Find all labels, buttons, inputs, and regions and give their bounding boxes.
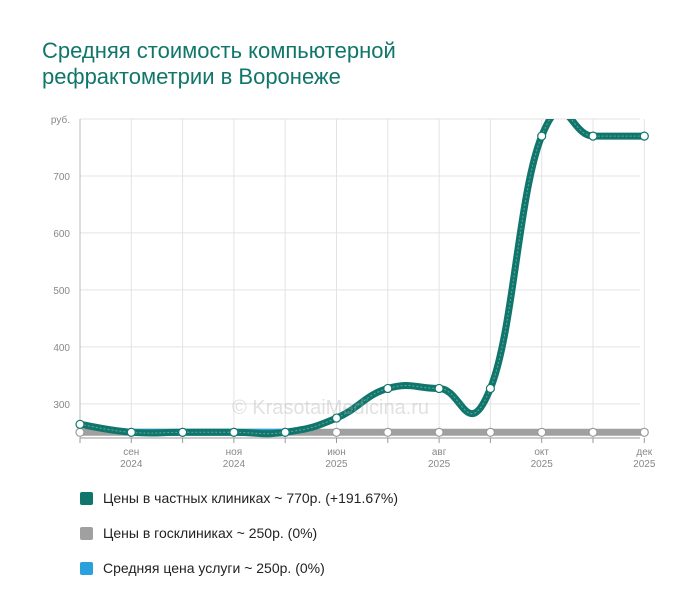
- data-point: [383, 427, 393, 437]
- data-point: [229, 427, 239, 437]
- data-point: [485, 383, 495, 394]
- data-point: [588, 427, 598, 437]
- data-point: [639, 427, 649, 437]
- x-tick-label-month: ноя: [226, 447, 243, 458]
- x-tick-label-year: 2025: [325, 459, 348, 470]
- watermark: © KrasotaiMedicina.ru: [232, 397, 430, 419]
- x-tick-label-month: сен: [123, 447, 139, 458]
- data-point: [126, 427, 136, 437]
- data-point: [75, 419, 85, 429]
- x-tick-label-year: 2025: [428, 459, 451, 470]
- data-point: [639, 131, 649, 141]
- x-tick-label-year: 2025: [633, 459, 656, 470]
- data-point: [178, 427, 188, 437]
- legend-label-public: Цены в госклиниках ~ 250р. (0%): [103, 525, 318, 541]
- data-point: [75, 427, 85, 437]
- x-tick-label-month: окт: [534, 447, 549, 458]
- x-tick-label-month: дек: [636, 447, 652, 458]
- x-tick-label-month: июн: [327, 447, 346, 458]
- y-tick-label: 500: [53, 286, 70, 297]
- legend-swatch-private: [80, 491, 93, 505]
- legend-label-private: Цены в частных клиниках ~ 770р. (+191.67…: [103, 490, 399, 506]
- x-tick-label-year: 2025: [531, 459, 554, 470]
- x-tick-label-year: 2024: [120, 459, 143, 470]
- y-unit-label: руб.: [51, 114, 70, 126]
- y-tick-label: 600: [53, 229, 70, 240]
- legend-item-private[interactable]: Цены в частных клиниках ~ 770р. (+191.67…: [80, 488, 398, 508]
- legend-swatch-public: [80, 526, 93, 540]
- y-tick-label: 300: [53, 400, 70, 411]
- series-line-hatch-2: [79, 119, 645, 435]
- chart-title: Средняя стоимость компьютерной рефрактом…: [42, 38, 662, 90]
- data-point: [537, 131, 547, 141]
- data-point: [331, 413, 342, 423]
- data-point: [537, 427, 547, 437]
- data-point: [485, 427, 495, 437]
- y-tick-label: 400: [53, 343, 70, 354]
- y-axis: 300 400 500 600 700 руб.: [51, 114, 81, 438]
- x-tick-label-year: 2024: [223, 459, 246, 470]
- legend: Цены в частных клиниках ~ 770р. (+191.67…: [80, 488, 398, 593]
- legend-label-average: Средняя цена услуги ~ 250р. (0%): [103, 560, 325, 576]
- data-point: [383, 383, 393, 394]
- legend-item-average[interactable]: Средняя цена услуги ~ 250р. (0%): [80, 558, 398, 578]
- chart-title-line-1: Средняя стоимость компьютерной: [42, 38, 396, 63]
- data-point: [331, 427, 342, 437]
- data-point: [434, 383, 444, 394]
- data-point: [434, 427, 444, 437]
- grid: [79, 118, 645, 438]
- legend-item-public[interactable]: Цены в госклиниках ~ 250р. (0%): [80, 523, 398, 543]
- legend-swatch-average: [80, 561, 93, 575]
- series-layer: [75, 119, 649, 438]
- series-line-2: [76, 119, 648, 438]
- series-2: [76, 119, 648, 438]
- y-tick-label: 700: [53, 172, 70, 183]
- data-point: [280, 427, 290, 437]
- chart-title-line-2: рефрактометрии в Воронеже: [42, 64, 341, 89]
- data-point: [588, 131, 598, 141]
- x-tick-label-month: авг: [432, 447, 447, 458]
- x-axis: сен2024ноя2024июн2025авг2025окт2025дек20…: [79, 437, 656, 470]
- series-points-2: [75, 131, 649, 437]
